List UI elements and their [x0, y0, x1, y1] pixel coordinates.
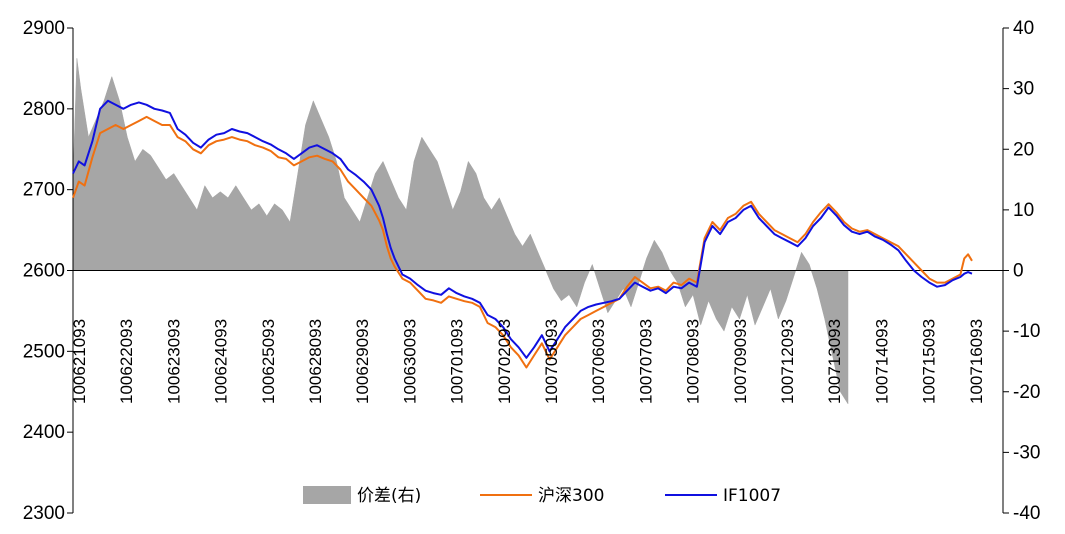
x-tick-label: 100702093 — [495, 319, 514, 404]
legend-label: IF1007 — [723, 486, 781, 506]
legend-label: 价差(右) — [357, 486, 421, 506]
right-tick-label: -30 — [1013, 442, 1040, 463]
x-tick-label: 100622093 — [117, 319, 136, 404]
x-tick-label: 100625093 — [259, 319, 278, 404]
x-tick-label: 100714093 — [872, 319, 891, 404]
x-tick-label: 100712093 — [778, 319, 797, 404]
left-tick-label: 2800 — [23, 99, 65, 120]
x-tick-label: 100629093 — [353, 319, 372, 404]
x-tick-label: 100713093 — [825, 319, 844, 404]
right-tick-label: 30 — [1013, 79, 1034, 100]
left-tick-label: 2500 — [23, 341, 65, 362]
x-tick-label: 100707093 — [636, 319, 655, 404]
x-tick-label: 100709093 — [731, 319, 750, 404]
left-tick-label: 2900 — [23, 18, 65, 39]
x-tick-label: 100623093 — [164, 319, 183, 404]
right-tick-label: -40 — [1013, 503, 1040, 524]
legend-label: 沪深300 — [538, 486, 604, 506]
right-tick-label: 40 — [1013, 18, 1034, 39]
axes: 2300 2400 2500 2600 2700 2800 2900 -40 -30 -20 -10… — [23, 18, 1041, 524]
legend-item: 沪深300 — [480, 486, 604, 506]
x-tick-label: 100701093 — [448, 319, 467, 404]
x-tick-label: 100628093 — [306, 319, 325, 404]
x-tick-label: 100708093 — [684, 319, 703, 404]
price-lines-layer — [72, 99, 973, 369]
x-tick-label: 100621093 — [70, 319, 89, 404]
x-tick-label: 100716093 — [967, 319, 986, 404]
left-tick-label: 2600 — [23, 261, 65, 282]
legend-swatch — [303, 486, 351, 504]
left-tick-label: 2300 — [23, 503, 65, 524]
right-tick-label: -10 — [1013, 321, 1040, 342]
legend: 价差(右) 沪深300 IF1007 — [303, 486, 781, 506]
right-tick-label: 10 — [1013, 200, 1034, 221]
left-tick-label: 2700 — [23, 180, 65, 201]
right-tick-label: 20 — [1013, 139, 1034, 160]
spread-area-layer — [72, 58, 849, 405]
x-tick-label: 100705093 — [542, 319, 561, 404]
spread-area — [72, 58, 849, 405]
if1007-line — [72, 99, 973, 359]
x-tick-label: 100630093 — [400, 319, 419, 404]
x-tick-labels: 100621093 100622093 100623093 100624093 1006… — [70, 319, 986, 404]
legend-item: 价差(右) — [303, 486, 421, 506]
right-tick-label: 0 — [1013, 261, 1024, 282]
x-tick-label: 100624093 — [212, 319, 231, 404]
x-tick-label: 100715093 — [920, 319, 939, 404]
hs300-line — [72, 115, 973, 369]
legend-item: IF1007 — [665, 486, 781, 506]
left-tick-label: 2400 — [23, 422, 65, 443]
right-tick-label: -20 — [1013, 382, 1040, 403]
x-tick-label: 100706093 — [589, 319, 608, 404]
